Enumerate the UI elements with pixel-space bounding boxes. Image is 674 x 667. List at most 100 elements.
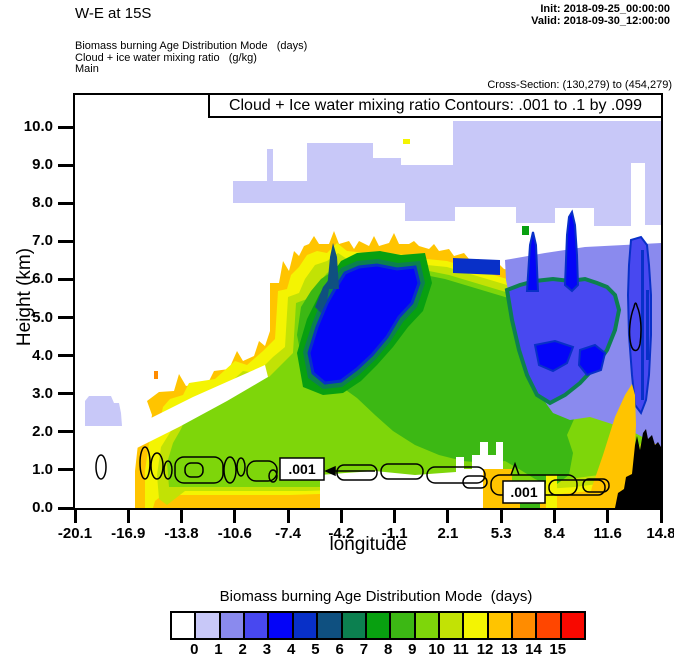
x-tick-label: 8.4 (544, 525, 565, 542)
age12-dash (403, 139, 410, 144)
legend-labels: 0 1 2 3 4 5 6 7 8 9 10 11 12 13 14 15 (170, 641, 582, 659)
x-tick (393, 508, 397, 523)
legend-cell (537, 613, 562, 638)
y-tick (58, 163, 73, 167)
y-tick (58, 430, 73, 434)
age6-spike (327, 243, 339, 289)
age1-left-patch (85, 396, 122, 426)
legend-cell (464, 613, 489, 638)
x-tick (233, 508, 237, 523)
age8-dot (522, 226, 529, 235)
y-tick-label: 4.0 (32, 346, 53, 364)
x-tick-label: -7.4 (275, 525, 301, 542)
age4-core (307, 263, 421, 385)
legend-cell (342, 613, 367, 638)
x-tick-label: 14.8 (646, 525, 674, 542)
legend-cell (561, 613, 585, 638)
legend-cell (415, 613, 440, 638)
x-tick (446, 508, 450, 523)
x-tick-label: -16.9 (111, 525, 146, 542)
y-tick-label: 9.0 (32, 156, 53, 174)
legend-tick-label: 11 (452, 641, 469, 658)
contour-title-box: Cloud + Ice water mixing ratio Contours:… (208, 93, 663, 118)
legend-tick-label: 10 (428, 641, 445, 658)
y-tick (58, 354, 73, 358)
age14-tick (154, 371, 158, 379)
legend-cell (196, 613, 221, 638)
age1-upper-layer (233, 121, 661, 226)
y-tick-label: 1.0 (32, 460, 53, 478)
contour-label-2: .001 (502, 480, 546, 504)
legend-cell (391, 613, 416, 638)
age12-column (546, 475, 557, 508)
legend-tick-label: 2 (238, 641, 247, 658)
field-line-shaded: Biomass burning Age Distribution Mode (d… (75, 40, 308, 52)
legend-cell (318, 613, 343, 638)
legend-cell (366, 613, 392, 638)
y-tick (58, 201, 73, 205)
legend-tick-label: 13 (500, 641, 518, 658)
legend-cell (220, 613, 246, 638)
x-tick-label: 11.6 (593, 525, 622, 542)
legend-colorbar (170, 611, 586, 640)
y-tick-label: 8.0 (32, 194, 53, 212)
legend-tick-label: 1 (214, 641, 223, 658)
cross-section-plot: .001 .001 (85, 121, 661, 508)
legend-cell (172, 613, 197, 638)
y-tick-label: 3.0 (32, 384, 53, 402)
y-tick-label: 0.0 (32, 499, 53, 516)
x-tick-label: 5.3 (490, 525, 512, 542)
x-tick-label: -4.2 (328, 525, 355, 542)
y-tick (58, 277, 73, 281)
legend-tick-label: 12 (476, 641, 494, 658)
y-tick (58, 239, 73, 243)
contour-label-1: .001 (279, 457, 325, 481)
terrain-mask (615, 429, 661, 508)
x-tick (339, 508, 343, 523)
clear-air-bottom (320, 442, 512, 508)
x-axis-title: longitude (329, 534, 407, 555)
legend-tick-label: 7 (359, 641, 369, 658)
legend-cell (245, 613, 270, 638)
legend-cell (488, 613, 514, 638)
x-tick (659, 508, 663, 523)
y-tick-label: 10.0 (23, 118, 53, 135)
age-shading (85, 121, 661, 508)
y-tick-label: 6.0 (32, 270, 53, 288)
legend-tick-label: 6 (335, 641, 344, 658)
age4-spike (563, 209, 580, 293)
field-line-level: Main (75, 63, 99, 75)
legend-tick-label: 5 (311, 641, 320, 658)
age5-stripe (453, 258, 500, 275)
mixing-ratio-contours: .001 .001 (95, 302, 642, 504)
legend-cell (293, 613, 319, 638)
y-tick-label: 2.0 (32, 422, 53, 440)
x-tick (552, 508, 556, 523)
y-tick (58, 506, 73, 510)
x-tick (180, 508, 184, 523)
valid-time-label: Valid: 2018-09-30_12:00:00 (531, 15, 670, 27)
init-time-label: Init: 2018-09-25_00:00:00 (540, 3, 670, 15)
legend-tick-label: 3 (262, 641, 272, 658)
figure-title: W-E at 15S (75, 5, 152, 22)
contour-label-text: .001 (510, 484, 537, 500)
x-tick (286, 508, 290, 523)
x-tick (606, 508, 610, 523)
cross-section-label: Cross-Section: (130,279) to (454,279) (487, 79, 672, 91)
field-description-list: Biomass burning Age Distribution Mode (d… (75, 40, 308, 76)
y-tick-label: 7.0 (32, 232, 53, 250)
legend-tick-label: 4 (287, 641, 296, 658)
legend-cell (269, 613, 294, 638)
x-tick-label: -10.6 (217, 525, 252, 542)
age3-blob (504, 276, 622, 406)
y-tick (58, 468, 73, 472)
legend-cell (513, 613, 538, 638)
age3-right-column (626, 235, 652, 416)
clear-air-wedge (133, 365, 268, 449)
x-tick (126, 508, 130, 523)
legend-tick-label: 0 (190, 641, 199, 658)
x-tick (499, 508, 503, 523)
x-tick-label: -13.8 (164, 525, 199, 542)
legend-tick-label: 15 (549, 641, 567, 658)
